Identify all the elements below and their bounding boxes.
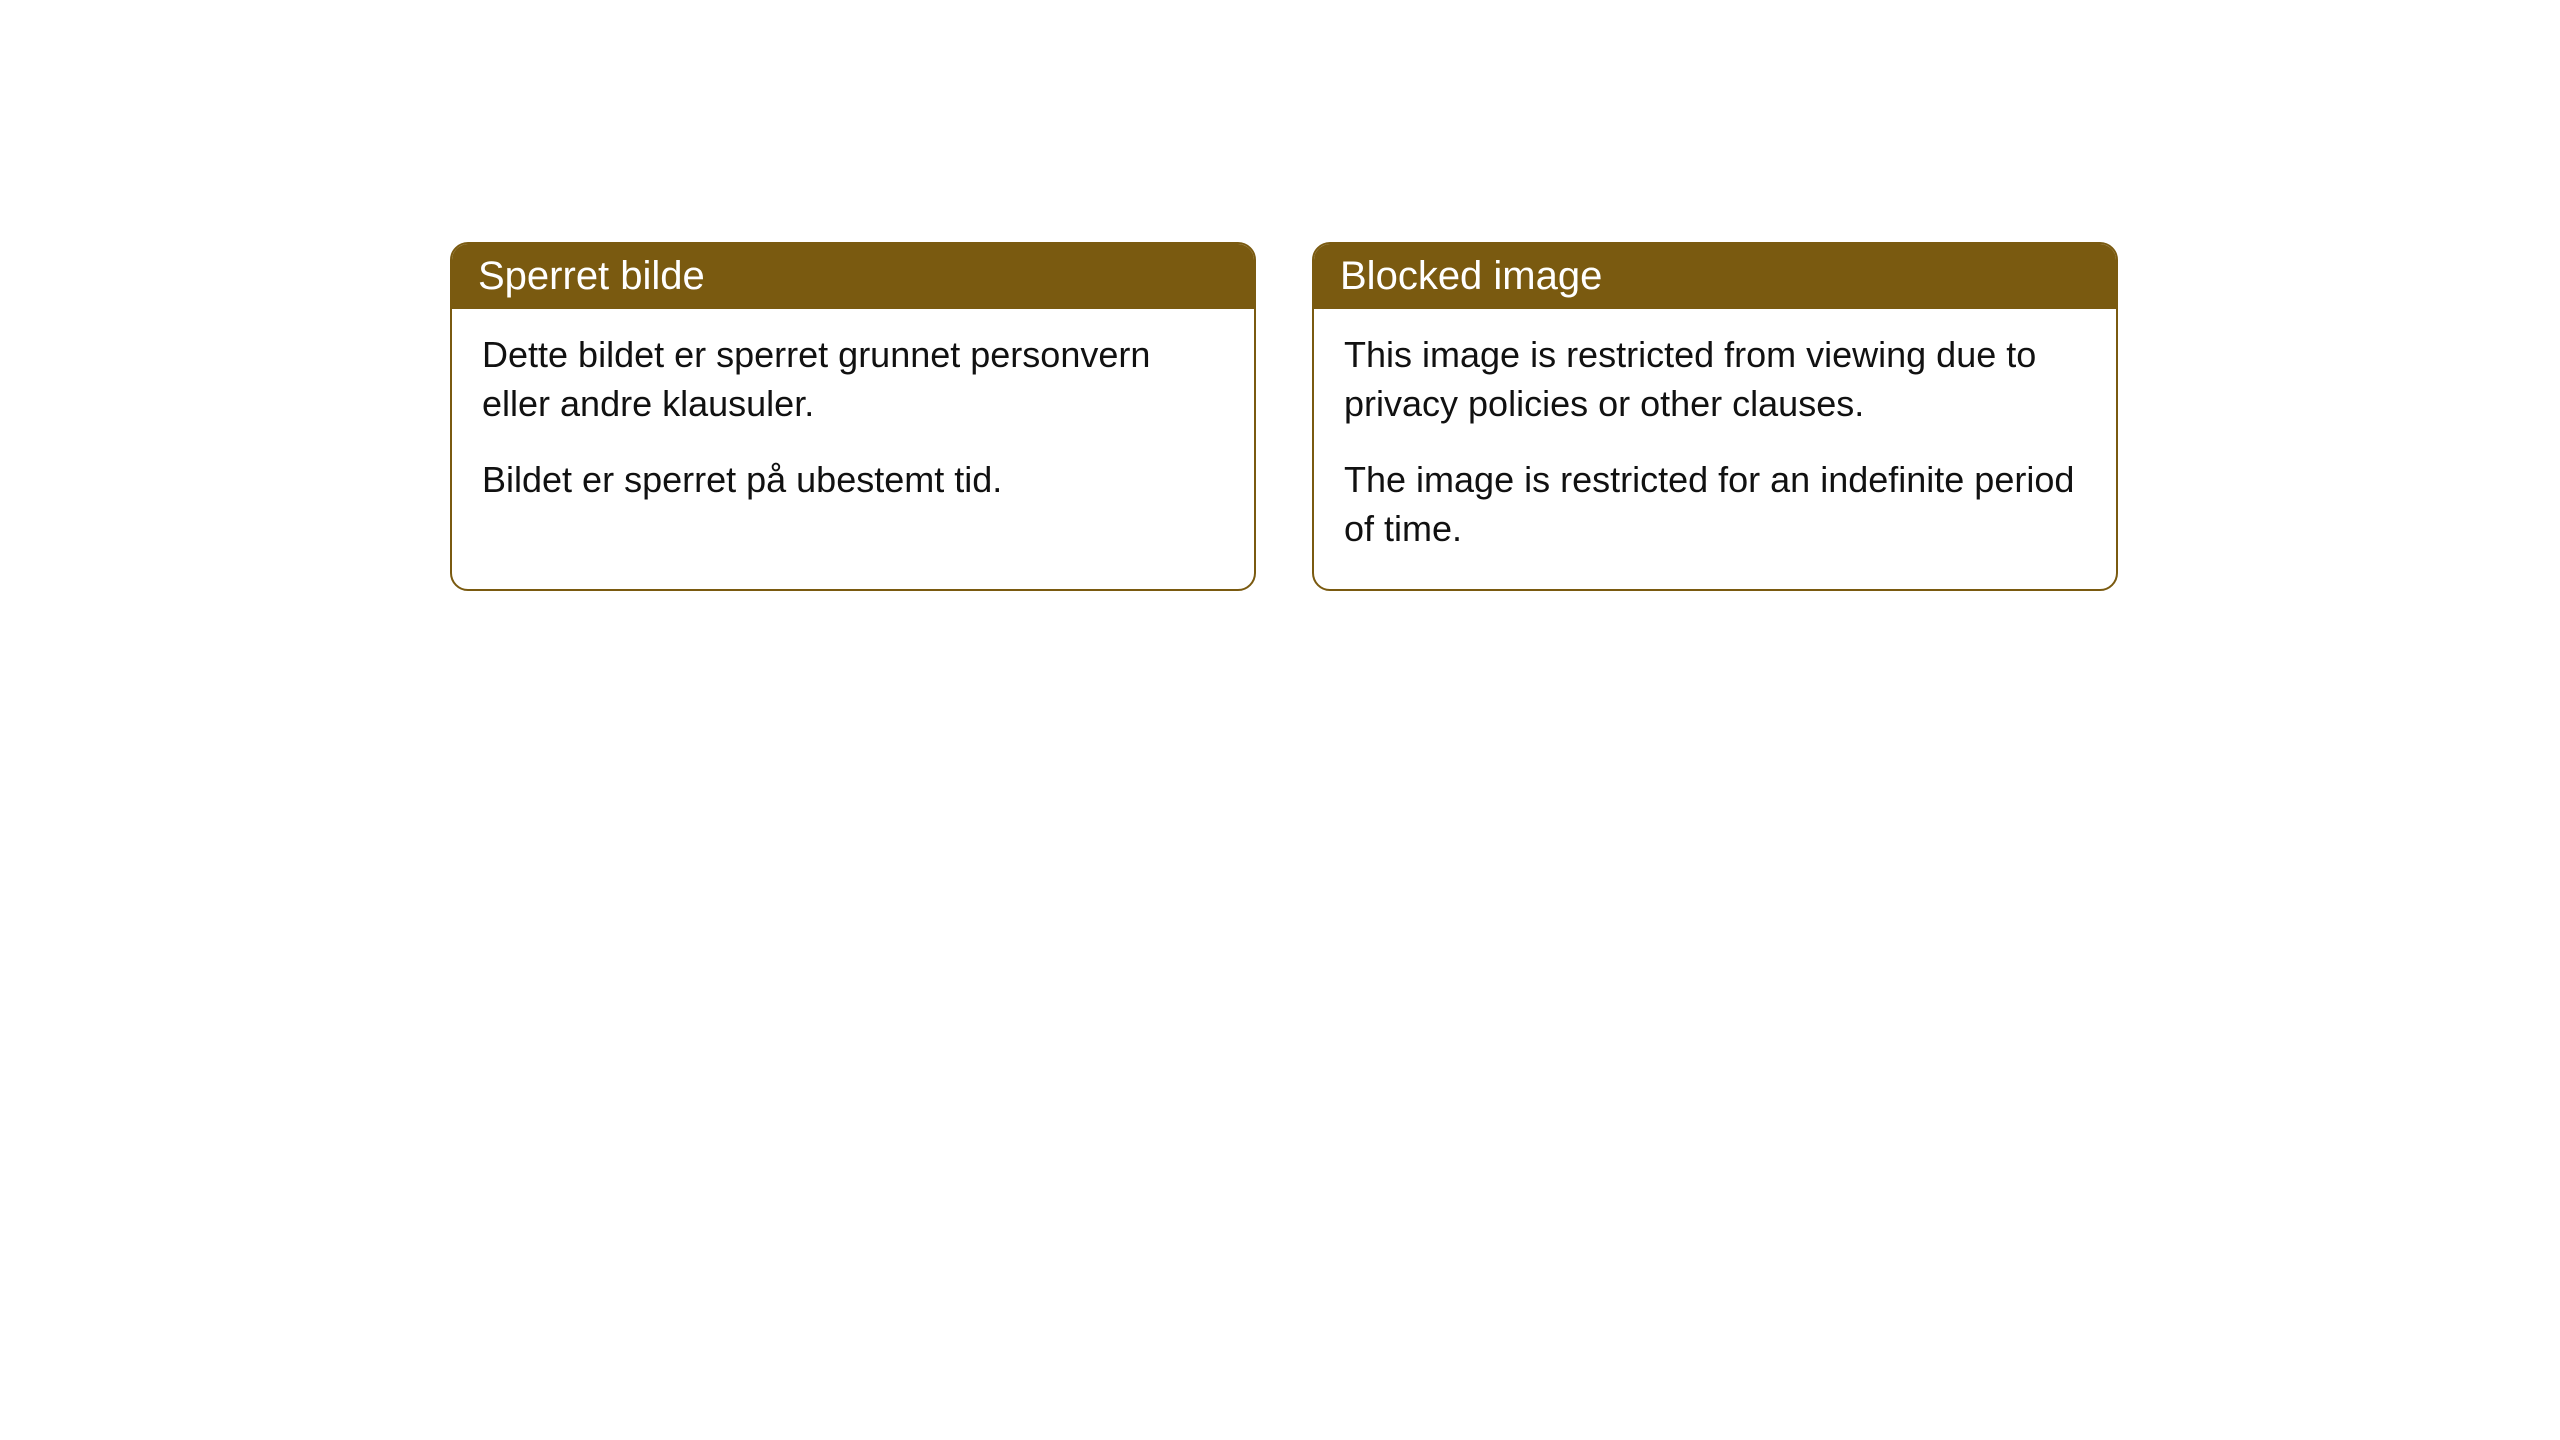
card-paragraph: The image is restricted for an indefinit… [1344, 456, 2086, 553]
card-title: Sperret bilde [478, 254, 705, 298]
card-paragraph: Dette bildet er sperret grunnet personve… [482, 331, 1224, 428]
card-norwegian: Sperret bilde Dette bildet er sperret gr… [450, 242, 1256, 591]
card-header-norwegian: Sperret bilde [452, 244, 1254, 309]
card-title: Blocked image [1340, 254, 1602, 298]
blocked-image-cards: Sperret bilde Dette bildet er sperret gr… [450, 242, 2118, 591]
card-body-norwegian: Dette bildet er sperret grunnet personve… [452, 309, 1254, 541]
card-paragraph: This image is restricted from viewing du… [1344, 331, 2086, 428]
card-body-english: This image is restricted from viewing du… [1314, 309, 2116, 589]
card-english: Blocked image This image is restricted f… [1312, 242, 2118, 591]
card-paragraph: Bildet er sperret på ubestemt tid. [482, 456, 1224, 505]
card-header-english: Blocked image [1314, 244, 2116, 309]
